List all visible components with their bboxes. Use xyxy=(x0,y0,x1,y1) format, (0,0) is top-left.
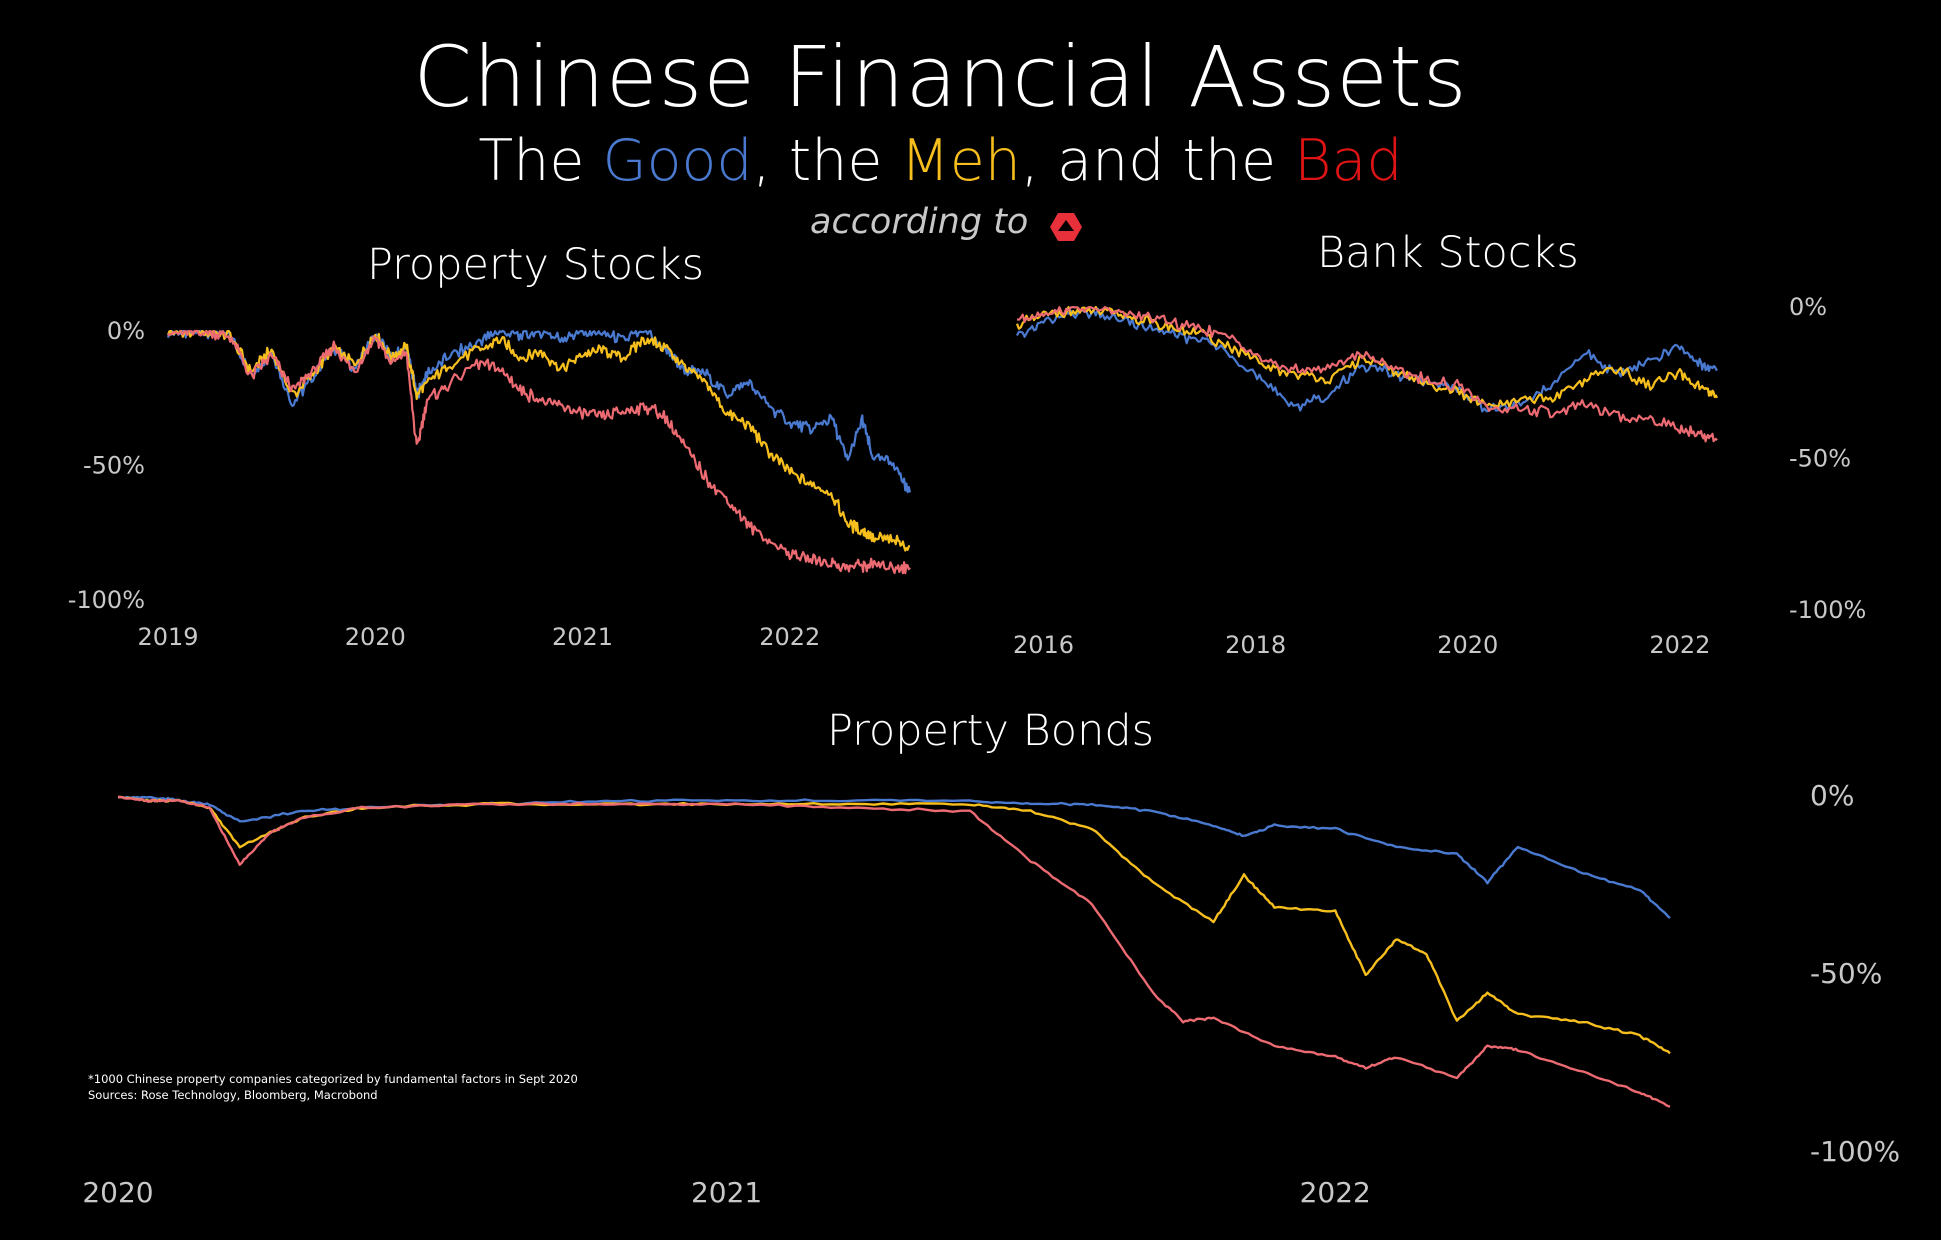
series-line-bad xyxy=(167,329,911,575)
x-tick-label: 2022 xyxy=(1300,1176,1371,1209)
y-tick-label: -100% xyxy=(68,586,145,614)
x-tick-label: 2021 xyxy=(691,1176,762,1209)
x-tick-label: 2018 xyxy=(1225,631,1286,659)
subtitle-part: , the xyxy=(752,128,901,194)
series-line-meh xyxy=(1015,305,1718,409)
y-tick-label: -50% xyxy=(83,452,145,480)
subtitle-part: , and the xyxy=(1020,128,1295,194)
x-tick-label: 2020 xyxy=(82,1176,153,1209)
y-tick-label: 0% xyxy=(1810,779,1854,812)
red-hexagon-logo-icon xyxy=(1050,213,1082,241)
page-title: Chinese Financial Assets xyxy=(413,28,1468,126)
y-tick-label: 0% xyxy=(1789,293,1827,321)
footnote-line: *1000 Chinese property companies categor… xyxy=(88,1072,578,1086)
y-tick-label: -100% xyxy=(1789,596,1866,624)
series-line-meh xyxy=(166,329,911,552)
x-tick-label: 2020 xyxy=(1437,631,1498,659)
chart-title-bank-stocks: Bank Stocks xyxy=(1317,228,1579,278)
y-tick-label: 0% xyxy=(107,317,145,345)
x-tick-label: 2020 xyxy=(345,623,406,651)
page-subtitle: The Good, the Meh, and the Bad xyxy=(0,128,1881,194)
footnote-sources: Sources: Rose Technology, Bloomberg, Mac… xyxy=(88,1088,378,1102)
chart-property-stocks: 0% -50% -100% 2019 2020 2021 2022 xyxy=(68,317,912,651)
subtitle-bad: Bad xyxy=(1294,128,1403,194)
x-tick-label: 2022 xyxy=(759,623,820,651)
subtitle-part: The xyxy=(478,128,603,194)
x-tick-label: 2019 xyxy=(137,623,198,651)
chart-title-property-bonds: Property Bonds xyxy=(827,706,1155,756)
according-to-text: according to xyxy=(810,202,1029,242)
series-line-meh xyxy=(117,795,1671,1055)
subtitle-meh: Meh xyxy=(900,128,1021,194)
chart-property-bonds: 0% -50% -100% 2020 2021 2022 xyxy=(82,779,1900,1209)
series-line-bad xyxy=(1016,306,1718,443)
footnote: *1000 Chinese property companies categor… xyxy=(88,1071,578,1103)
subtitle-good: Good xyxy=(602,128,753,194)
x-tick-label: 2016 xyxy=(1013,631,1074,659)
x-tick-label: 2022 xyxy=(1649,631,1710,659)
y-tick-label: -50% xyxy=(1810,957,1882,990)
x-tick-label: 2021 xyxy=(552,623,613,651)
y-tick-label: -100% xyxy=(1810,1135,1900,1168)
chart-bank-stocks: 0% -50% -100% 2016 2018 2020 2022 xyxy=(1013,293,1866,659)
y-tick-label: -50% xyxy=(1789,445,1851,473)
series-line-good xyxy=(118,795,1671,919)
chart-title-property-stocks: Property Stocks xyxy=(367,240,705,290)
series-line-bad xyxy=(117,795,1671,1108)
series-line-good xyxy=(1016,307,1718,413)
